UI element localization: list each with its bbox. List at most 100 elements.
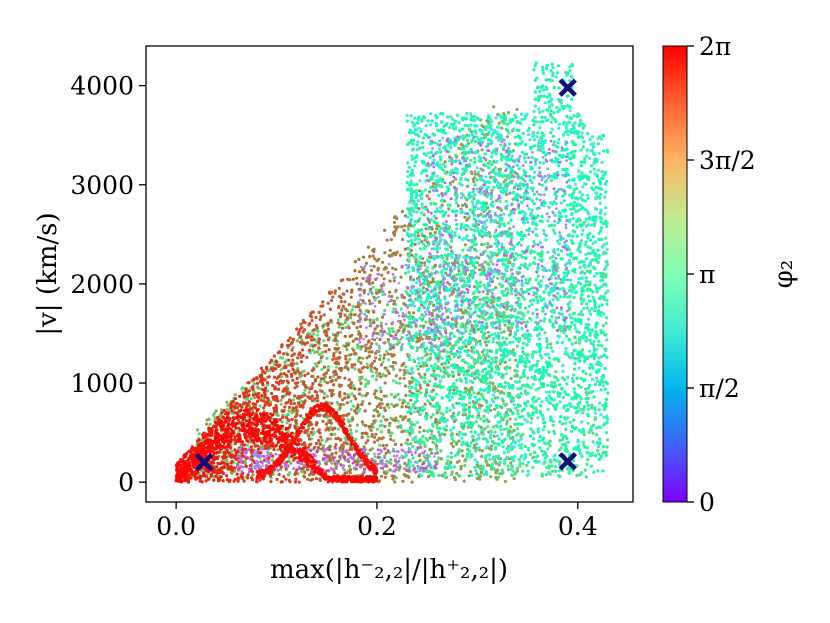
scatter-point: [451, 444, 455, 449]
scatter-point: [310, 385, 314, 389]
scatter-point: [303, 388, 307, 392]
scatter-point: [503, 380, 507, 385]
scatter-point: [317, 383, 321, 387]
scatter-point: [410, 480, 414, 484]
scatter-point: [333, 333, 338, 337]
scatter-point: [407, 247, 411, 251]
scatter-point: [247, 393, 251, 397]
scatter-point: [489, 447, 493, 452]
scatter-point: [320, 438, 324, 442]
scatter-point: [463, 243, 467, 247]
scatter-point: [300, 470, 304, 474]
scatter-point: [387, 371, 391, 376]
scatter-point: [334, 451, 338, 455]
scatter-point: [595, 433, 599, 437]
scatter-point: [397, 340, 401, 345]
scatter-point: [331, 357, 335, 362]
scatter-point: [409, 442, 413, 446]
scatter-point: [275, 413, 279, 417]
scatter-point: [376, 266, 380, 270]
scatter-point: [581, 440, 586, 444]
scatter-point: [369, 428, 373, 432]
scatter-point: [386, 369, 390, 373]
scatter-point: [579, 148, 583, 152]
scatter-point: [364, 378, 368, 382]
scatter-point: [384, 418, 388, 422]
scatter-point: [376, 455, 380, 460]
scatter-point: [212, 478, 216, 482]
scatter-point: [303, 470, 307, 474]
scatter-point: [402, 228, 406, 232]
scatter-point: [258, 379, 262, 383]
scatter-point: [540, 65, 545, 69]
scatter-point: [407, 311, 411, 315]
scatter-point: [238, 394, 242, 398]
scatter-point: [439, 449, 443, 453]
scatter-point: [195, 439, 200, 443]
scatter-point: [437, 419, 442, 423]
scatter-point: [488, 381, 492, 385]
scatter-point: [432, 181, 436, 186]
scatter-point: [459, 467, 463, 471]
scatter-point: [355, 346, 360, 350]
scatter-point: [245, 443, 250, 447]
scatter-point: [398, 376, 402, 380]
scatter-point: [218, 470, 222, 475]
scatter-point: [375, 259, 379, 263]
scatter-point: [261, 383, 265, 387]
scatter-point: [325, 381, 330, 385]
scatter-point: [350, 447, 354, 451]
scatter-point: [603, 212, 607, 216]
scatter-point: [484, 459, 488, 463]
scatter-point: [316, 375, 320, 379]
scatter-point: [590, 406, 594, 410]
scatter-point: [515, 373, 519, 378]
scatter-point: [523, 262, 527, 266]
scatter-point: [445, 355, 449, 359]
scatter-point: [591, 451, 595, 455]
scatter-point: [297, 395, 301, 399]
scatter-point: [317, 340, 321, 344]
scatter-point: [435, 426, 439, 430]
scatter-point: [465, 138, 470, 142]
scatter-point: [294, 415, 298, 419]
scatter-point: [338, 449, 342, 453]
scatter-point: [337, 325, 341, 329]
scatter-point: [308, 443, 312, 447]
scatter-point: [319, 377, 323, 381]
scatter-point: [328, 458, 332, 463]
scatter-point: [350, 365, 354, 369]
scatter-point: [483, 356, 487, 360]
scatter-point: [323, 392, 327, 396]
scatter-point: [333, 291, 337, 295]
scatter-point: [263, 446, 267, 450]
scatter-point: [366, 439, 370, 443]
scatter-point: [273, 387, 277, 391]
scatter-point: [320, 350, 324, 354]
scatter-point: [479, 356, 483, 360]
scatter-point: [387, 424, 391, 428]
scatter-point: [577, 341, 582, 345]
scatter-point: [213, 411, 217, 415]
scatter-point: [570, 97, 574, 101]
scatter-point: [406, 175, 410, 179]
scatter-point: [251, 387, 255, 391]
scatter-point: [345, 289, 349, 293]
scatter-point: [361, 399, 365, 404]
scatter-point: [287, 358, 291, 362]
scatter-point: [354, 305, 358, 309]
scatter-point: [230, 459, 234, 463]
scatter-point: [558, 438, 562, 443]
scatter-point: [586, 407, 591, 411]
scatter-point: [480, 148, 484, 152]
scatter-point: [353, 269, 357, 273]
scatter-point: [501, 445, 505, 449]
scatter-point: [571, 234, 575, 238]
scatter-point: [357, 388, 361, 392]
scatter-point: [230, 409, 234, 413]
scatter-point: [294, 477, 298, 481]
scatter-point: [583, 387, 588, 391]
scatter-point: [540, 449, 544, 453]
scatter-point: [358, 324, 363, 329]
scatter-point: [348, 357, 352, 361]
